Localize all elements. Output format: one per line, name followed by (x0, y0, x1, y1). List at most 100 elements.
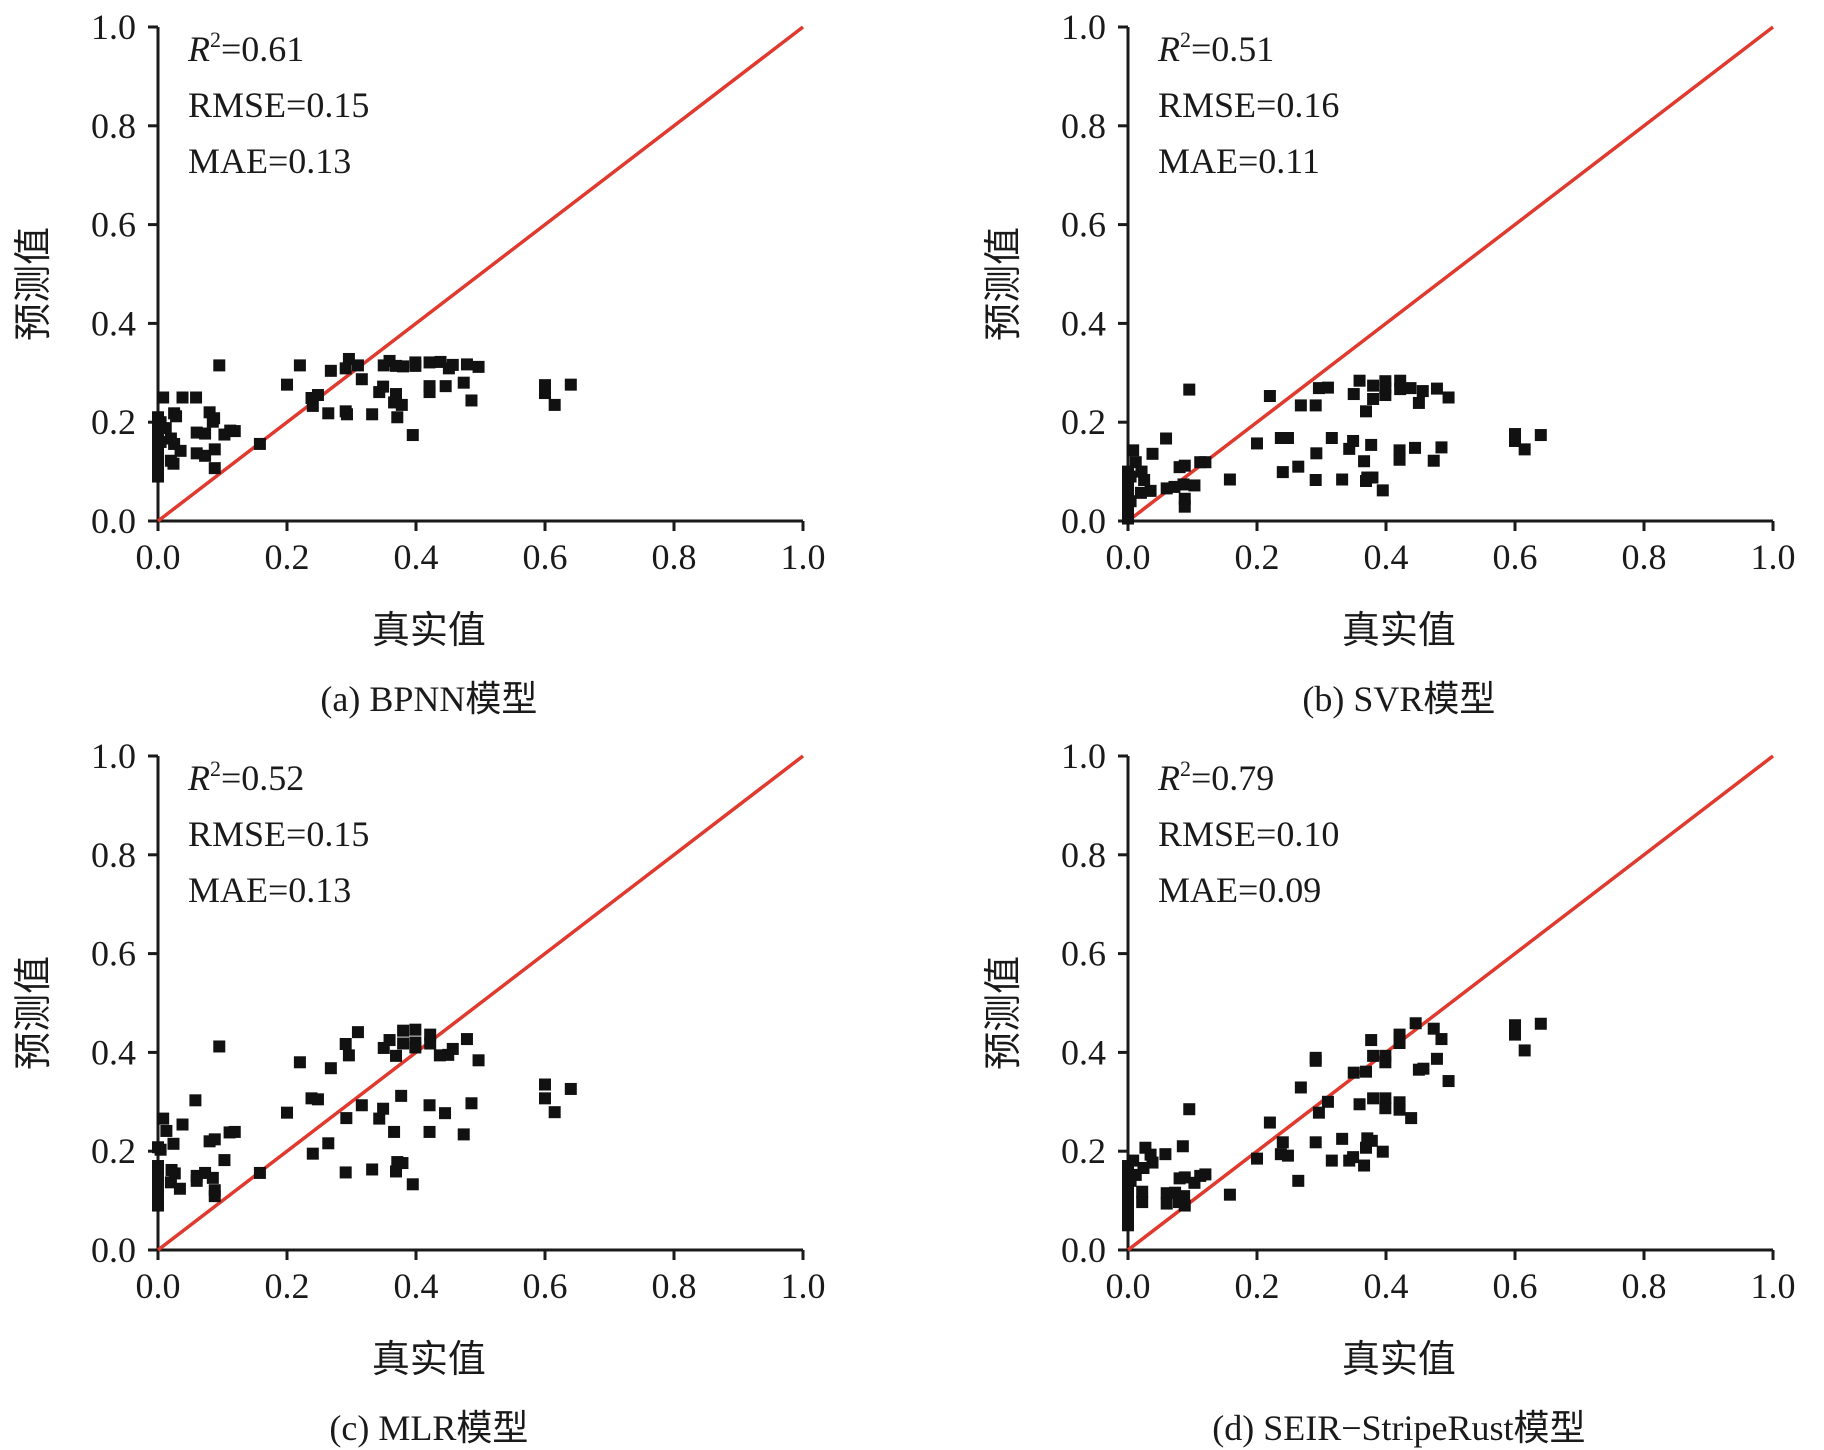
data-point (206, 1171, 219, 1184)
data-point (1534, 429, 1547, 442)
data-point (1183, 1103, 1196, 1116)
data-point (1178, 500, 1191, 513)
data-point (439, 380, 452, 393)
data-point (152, 1189, 164, 1202)
data-point (1321, 381, 1334, 394)
data-point (340, 1112, 353, 1125)
data-point (460, 358, 473, 371)
r2-superscript: 2 (1180, 27, 1191, 52)
data-point (465, 394, 478, 407)
data-point (1360, 1141, 1373, 1154)
data-point (293, 1056, 306, 1069)
panel-a: 0.0 0.2 0.4 0.6 0.8 1.0 0.0 0.2 0.4 0.6 0.8 1.0 真实值 预… (13, 7, 826, 719)
data-point (397, 360, 410, 373)
data-point (342, 1049, 355, 1062)
data-point (1404, 382, 1417, 395)
data-point (397, 1037, 410, 1050)
data-point (1358, 455, 1371, 468)
x-tick-label: 0.6 (523, 1266, 568, 1306)
data-point (311, 1093, 324, 1106)
data-point (1312, 1106, 1325, 1119)
y-tick-label: 0.6 (91, 934, 136, 974)
x-tick-label: 1.0 (1751, 1266, 1796, 1306)
x-axis-title: 真实值 (1342, 610, 1456, 652)
data-point (281, 378, 293, 391)
data-point (1159, 1148, 1172, 1161)
data-point (1365, 1034, 1378, 1047)
identity-line (1126, 754, 1775, 1252)
data-point (152, 1160, 164, 1173)
x-tick-label: 0.8 (1622, 537, 1667, 577)
data-point (167, 1137, 180, 1150)
data-point (1124, 495, 1137, 508)
data-point (1178, 1190, 1191, 1203)
data-point (351, 1026, 364, 1039)
data-point (1281, 1149, 1294, 1162)
x-tick-label: 0.0 (136, 1266, 181, 1306)
y-tick-label: 0.8 (1061, 106, 1106, 146)
data-point (548, 1106, 561, 1119)
data-point (564, 1082, 577, 1095)
data-point (1199, 1168, 1212, 1181)
data-point (199, 449, 212, 462)
data-point (1312, 382, 1325, 395)
y-tick-label: 0.2 (1061, 402, 1106, 442)
rmse-stat: RMSE=0.15 (188, 814, 369, 854)
data-point (199, 427, 212, 440)
data-point (355, 373, 368, 386)
x-tick-label: 0.2 (1235, 537, 1280, 577)
data-point (1294, 1081, 1307, 1094)
data-point (460, 1033, 473, 1046)
data-point (395, 398, 408, 411)
data-point (1136, 1196, 1149, 1209)
data-point (439, 1107, 452, 1120)
data-point (157, 391, 170, 404)
x-tick-label: 0.8 (1622, 1266, 1667, 1306)
data-point (548, 398, 561, 411)
data-point (383, 1034, 396, 1047)
y-tick-label: 0.6 (1061, 934, 1106, 974)
data-point (306, 1147, 319, 1160)
data-point (1427, 454, 1440, 467)
data-point (176, 1118, 189, 1131)
y-tick-label: 0.2 (1061, 1131, 1106, 1171)
data-point (152, 1169, 164, 1182)
data-point (311, 389, 324, 402)
data-point (1325, 1154, 1338, 1167)
data-point (253, 437, 266, 450)
data-point (1223, 473, 1236, 486)
y-axis-title: 预测值 (983, 227, 1025, 341)
y-tick-label: 1.0 (1061, 736, 1106, 776)
data-point (1309, 1136, 1322, 1149)
x-tick-label: 0.4 (1364, 1266, 1409, 1306)
data-point (1294, 399, 1307, 412)
r2-stat: R2=0.51 (1157, 27, 1274, 69)
data-point (1168, 480, 1181, 493)
data-point (1379, 1102, 1392, 1115)
data-point (1138, 473, 1151, 486)
data-point (377, 1102, 390, 1115)
rmse-stat: RMSE=0.16 (1158, 85, 1339, 125)
mae-stat: MAE=0.13 (188, 141, 351, 181)
data-point (397, 1024, 410, 1037)
x-axis-title: 真实值 (1342, 1339, 1456, 1381)
y-tick-label: 0.8 (91, 835, 136, 875)
data-point (1393, 444, 1406, 457)
data-point (189, 1094, 202, 1107)
panel-c: 0.0 0.2 0.4 0.6 0.8 1.0 0.0 0.2 0.4 0.6 0.8 1.0 真实值 预… (13, 736, 826, 1448)
y-tick-label: 0.6 (1061, 205, 1106, 245)
data-point (406, 1178, 419, 1191)
rmse-stat: RMSE=0.10 (1158, 814, 1339, 854)
y-tick-label: 0.6 (91, 205, 136, 245)
data-point (1122, 1160, 1134, 1173)
data-point (564, 378, 577, 391)
data-point (170, 410, 183, 423)
data-point (395, 1089, 408, 1102)
data-point (157, 1112, 170, 1125)
panel-caption: (b) SVR模型 (1302, 679, 1495, 719)
data-point (1276, 466, 1289, 479)
data-point (1146, 447, 1159, 460)
data-point (1144, 484, 1157, 497)
data-point (253, 1166, 266, 1179)
